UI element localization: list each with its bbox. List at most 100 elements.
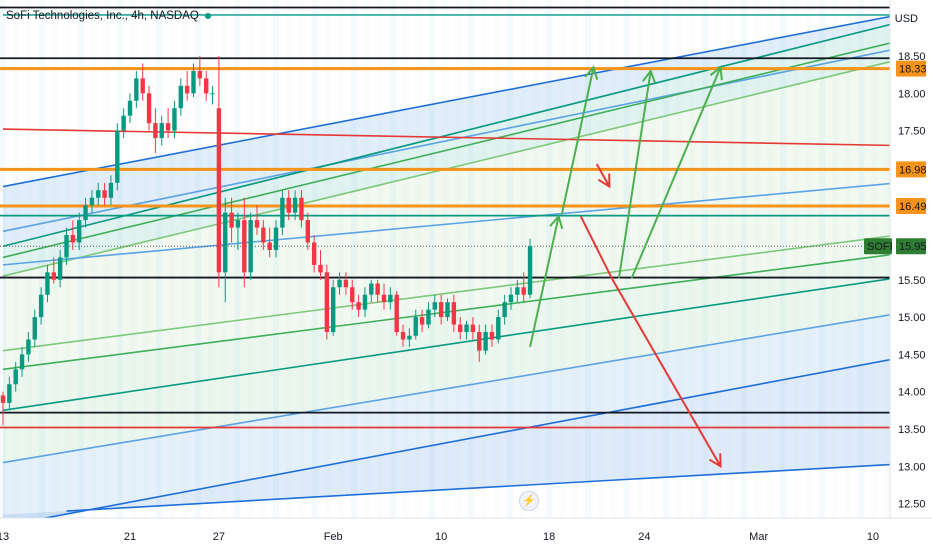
candle-body[interactable] [502,302,507,318]
candle-body[interactable] [419,317,425,325]
candle-body[interactable] [32,317,37,340]
candle-body[interactable] [261,227,266,243]
candle-body[interactable] [134,78,139,101]
arrow-line[interactable] [595,163,611,188]
candle-body[interactable] [159,123,164,139]
trend-line[interactable] [2,22,898,248]
candle-body[interactable] [77,220,82,243]
candle-body[interactable] [286,197,291,213]
arrow-line[interactable] [560,66,595,215]
candle-body[interactable] [26,339,31,355]
candle-body[interactable] [470,324,476,333]
candle-body[interactable] [515,287,520,295]
candle-body[interactable] [184,85,190,94]
candle-body[interactable] [356,302,361,310]
candle-body[interactable] [273,227,279,250]
candle-body[interactable] [445,302,450,318]
candle-body[interactable] [197,70,203,79]
candle-body[interactable] [343,279,349,288]
candle-body[interactable] [280,197,285,228]
candle-body[interactable] [83,205,88,221]
price-tag[interactable] [896,161,926,178]
candle-body[interactable] [121,115,126,131]
candle-body[interactable] [242,220,247,273]
arrow-line[interactable] [630,66,722,279]
candle-body[interactable] [413,317,418,336]
trend-line[interactable] [2,277,898,412]
price-tag[interactable] [896,197,926,214]
candle-body[interactable] [153,123,158,139]
candle-body[interactable] [451,302,457,325]
candle-body[interactable] [178,85,183,109]
candle-body[interactable] [216,108,222,273]
candle-body[interactable] [508,294,514,303]
candle-body[interactable] [0,395,6,403]
currency-label[interactable]: USD [894,13,918,25]
candle-body[interactable] [210,93,215,95]
trend-line[interactable] [2,253,898,371]
candle-body[interactable] [458,324,463,333]
candle-body[interactable] [400,332,406,340]
candle-body[interactable] [311,242,317,265]
arrow-line[interactable] [529,216,560,348]
candle-body[interactable] [7,384,12,403]
candle-body[interactable] [115,130,120,183]
trend-line[interactable] [3,358,898,526]
candle-body[interactable] [496,317,501,340]
candle-body[interactable] [527,246,533,295]
arrow-line[interactable] [579,215,722,467]
candle-body[interactable] [477,332,482,351]
candle-body[interactable] [102,190,107,198]
candle-body[interactable] [96,190,101,198]
candle-body[interactable] [70,235,76,243]
candle-body[interactable] [464,324,469,333]
candle-body[interactable] [394,294,399,333]
candle-body[interactable] [45,272,50,295]
candle-body[interactable] [51,272,56,280]
candle-body[interactable] [191,70,196,94]
candle-body[interactable] [64,235,69,258]
candle-body[interactable] [299,197,304,221]
candle-body[interactable] [318,264,323,273]
candle-body[interactable] [483,332,488,351]
candle-body[interactable] [350,287,355,303]
candle-body[interactable] [362,294,368,310]
trend-line[interactable] [2,235,898,352]
candle-body[interactable] [235,220,241,228]
candle-body[interactable] [140,78,145,94]
candle-body[interactable] [305,220,310,243]
trend-line[interactable] [2,41,898,259]
candle-body[interactable] [337,279,342,288]
arrow-line[interactable] [617,70,652,279]
candle-body[interactable] [13,369,18,385]
candle-body[interactable] [267,242,272,250]
candle-body[interactable] [38,294,44,318]
candle-body[interactable] [223,212,228,273]
candle-body[interactable] [426,309,431,325]
candle-body[interactable] [146,93,152,124]
candle-body[interactable] [229,212,234,228]
candle-body[interactable] [165,123,171,131]
price-tag[interactable] [896,238,926,255]
candle-body[interactable] [375,283,380,295]
price-tag[interactable] [896,60,926,77]
lightning-icon[interactable]: ⚡ [519,491,539,511]
candle-body[interactable] [108,182,114,198]
candle-body[interactable] [489,332,495,340]
candle-body[interactable] [248,220,253,273]
candle-body[interactable] [127,100,133,116]
symbol-tag[interactable] [864,238,892,255]
candle-body[interactable] [521,287,526,295]
trend-line[interactable] [2,49,898,233]
candle-body[interactable] [369,283,374,295]
candle-body[interactable] [204,78,209,94]
trend-line[interactable] [2,15,898,188]
candle-body[interactable] [331,287,336,333]
candle-body[interactable] [407,335,412,340]
candle-body[interactable] [89,197,95,206]
candle-body[interactable] [432,302,437,310]
trend-line[interactable] [2,128,898,147]
trend-line[interactable] [2,313,898,464]
trend-line[interactable] [2,182,898,266]
